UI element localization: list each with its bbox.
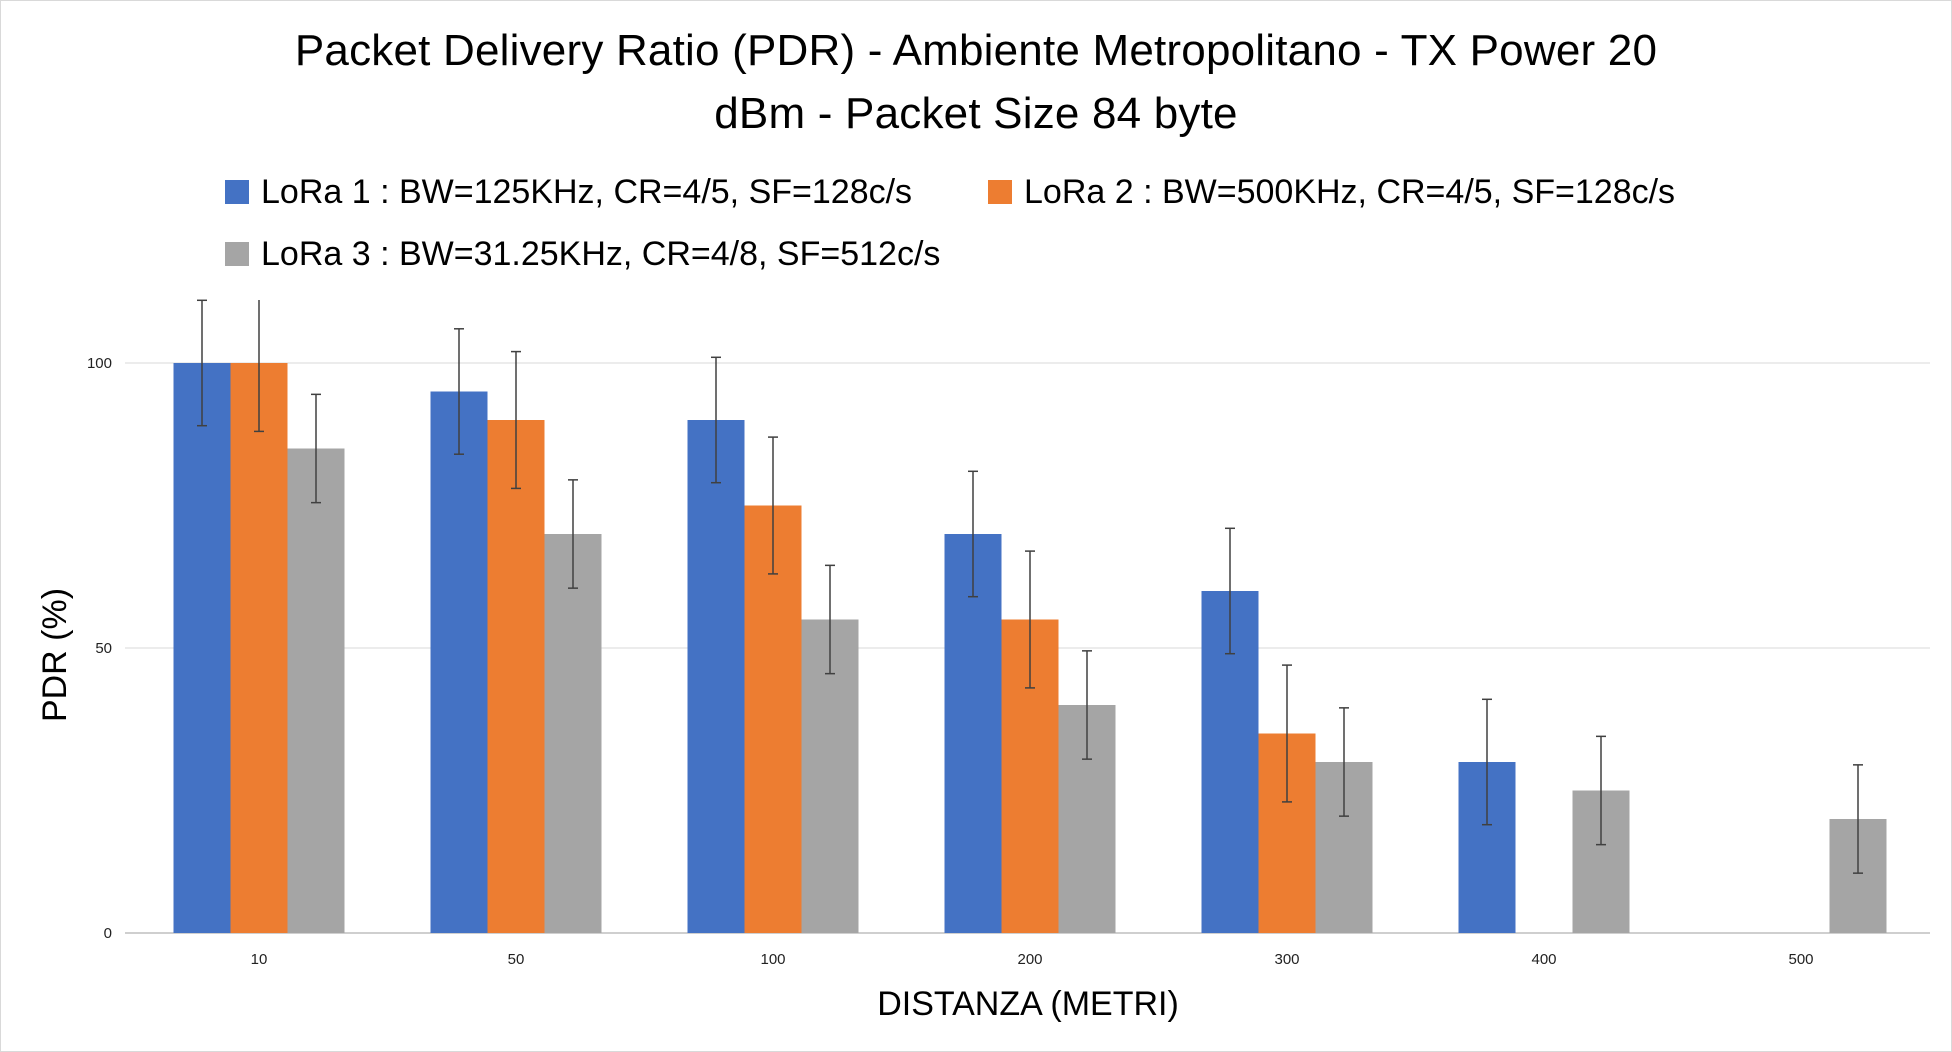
y-axis-title: PDR (%) <box>36 588 74 722</box>
x-tick-label-200: 200 <box>1017 951 1042 968</box>
y-tick-label-50: 50 <box>95 640 112 657</box>
bar-series-2-50 <box>487 420 545 933</box>
bar-series-1-50 <box>430 391 488 933</box>
legend-label-lora-1: LoRa 1 : BW=125KHz, CR=4/5, SF=128c/s <box>261 172 913 211</box>
bar-series-1-100 <box>687 420 745 933</box>
y-tick-label-0: 0 <box>104 925 112 942</box>
legend-swatch-lora-3 <box>225 242 249 266</box>
bar-series-3-50 <box>544 534 602 933</box>
x-tick-label-10: 10 <box>251 951 268 968</box>
bar-series-1-200 <box>944 534 1002 933</box>
bar-series-3-10 <box>287 448 345 933</box>
legend-item-lora-2: LoRa 2 : BW=500KHz, CR=4/5, SF=128c/s <box>988 172 1675 212</box>
legend-swatch-lora-2 <box>988 180 1012 204</box>
x-tick-label-500: 500 <box>1788 951 1813 968</box>
error-bars <box>197 299 1863 874</box>
y-tick-label-100: 100 <box>87 355 112 372</box>
chart-title-line-2: dBm - Packet Size 84 byte <box>714 89 1238 138</box>
legend-item-lora-3: LoRa 3 : BW=31.25KHz, CR=4/8, SF=512c/s <box>225 234 940 274</box>
legend-label-lora-3: LoRa 3 : BW=31.25KHz, CR=4/8, SF=512c/s <box>261 234 941 273</box>
x-axis-title: DISTANZA (METRI) <box>877 985 1179 1023</box>
chart-title-line-1: Packet Delivery Ratio (PDR) - Ambiente M… <box>294 26 1658 75</box>
legend-label-lora-2: LoRa 2 : BW=500KHz, CR=4/5, SF=128c/s <box>1024 172 1676 211</box>
x-tick-label-400: 400 <box>1531 951 1556 968</box>
tick-labels: 0 50 100 10 50 100 200 300 400 500 <box>87 355 1814 968</box>
x-tick-label-300: 300 <box>1274 951 1299 968</box>
x-tick-label-100: 100 <box>760 951 785 968</box>
bar-series-2-10 <box>230 363 288 933</box>
bar-series-2-100 <box>744 505 802 933</box>
bar-series-1-10 <box>173 363 231 933</box>
x-tick-label-50: 50 <box>508 951 525 968</box>
legend-item-lora-1: LoRa 1 : BW=125KHz, CR=4/5, SF=128c/s <box>225 172 912 212</box>
legend-swatch-lora-1 <box>225 180 249 204</box>
